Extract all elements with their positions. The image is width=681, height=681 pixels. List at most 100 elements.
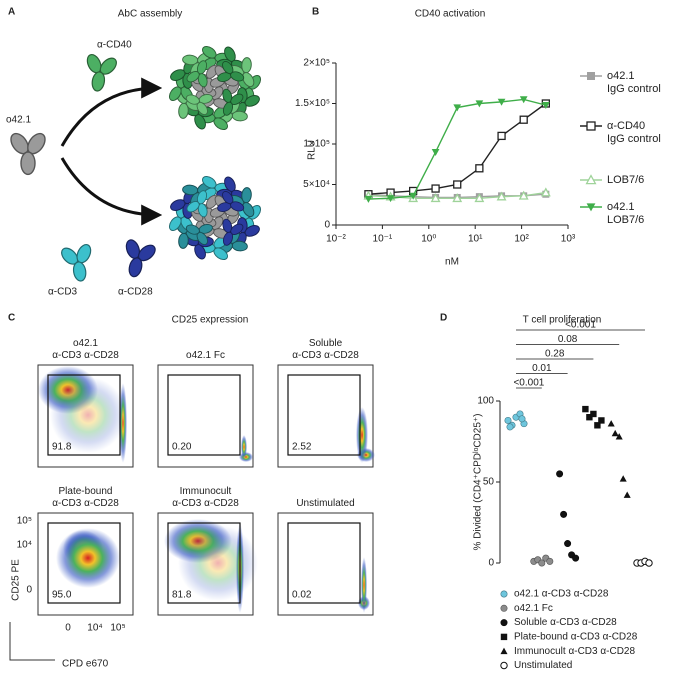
x-tick-label: 10² bbox=[514, 234, 529, 245]
marker bbox=[497, 131, 506, 141]
marker bbox=[474, 193, 485, 203]
legend-label: Soluble α-CD3 α-CD28 bbox=[514, 617, 617, 628]
legend-marker bbox=[500, 604, 508, 612]
antibody bbox=[217, 61, 245, 83]
antibody-label: α-CD28 bbox=[118, 287, 153, 298]
legend-label: Immunocult α-CD3 α-CD28 bbox=[514, 646, 635, 657]
marker bbox=[518, 415, 526, 423]
marker bbox=[452, 193, 463, 203]
marker bbox=[497, 98, 506, 106]
x-axis-label: nM bbox=[445, 257, 459, 268]
gate bbox=[167, 374, 241, 456]
marker bbox=[538, 559, 546, 567]
legend-marker bbox=[500, 633, 508, 641]
marker bbox=[598, 417, 605, 424]
marker bbox=[585, 174, 597, 185]
antibody-domain bbox=[182, 184, 199, 196]
gate-value: 91.8 bbox=[52, 442, 72, 453]
antibody bbox=[86, 53, 117, 92]
marker bbox=[572, 554, 580, 562]
flow-plot bbox=[157, 364, 254, 468]
x-tick-label: 0 bbox=[65, 623, 71, 634]
marker bbox=[594, 422, 601, 429]
marker bbox=[496, 191, 507, 201]
antibody bbox=[186, 190, 208, 218]
marker bbox=[541, 101, 550, 109]
marker bbox=[453, 180, 462, 189]
gate-value: 81.8 bbox=[172, 590, 192, 601]
marker bbox=[560, 510, 568, 518]
y-tick-label: 10⁴ bbox=[17, 540, 32, 551]
marker bbox=[586, 121, 596, 131]
marker bbox=[619, 475, 627, 482]
gate-value: 0.20 bbox=[172, 442, 192, 453]
antibody bbox=[125, 239, 156, 278]
y-tick-label: 0 bbox=[26, 585, 32, 596]
y-tick-label: 0 bbox=[324, 220, 330, 231]
marker bbox=[500, 647, 508, 655]
antibody-domain bbox=[242, 72, 255, 88]
antibody-label: α-CD3 bbox=[48, 287, 78, 298]
marker bbox=[615, 433, 623, 440]
antibody-domain bbox=[241, 57, 252, 74]
antibody-domain bbox=[128, 257, 143, 278]
marker bbox=[556, 470, 564, 478]
marker bbox=[506, 423, 514, 431]
plot-label: Soluble α-CD3 α-CD28 bbox=[292, 338, 359, 361]
marker bbox=[431, 184, 440, 193]
density bbox=[178, 525, 258, 601]
marker bbox=[504, 416, 512, 424]
x-tick-label: 10⁻² bbox=[326, 234, 346, 245]
legend-label: Plate-bound α-CD3 α-CD28 bbox=[514, 632, 638, 643]
legend-marker bbox=[587, 72, 595, 80]
y-axis-label: CD25 PE bbox=[11, 559, 22, 601]
marker bbox=[540, 187, 551, 197]
x-axis-label: CPD e670 bbox=[62, 659, 109, 670]
density bbox=[361, 557, 367, 613]
legend-marker bbox=[500, 619, 508, 627]
y-tick-label: 10⁵ bbox=[17, 516, 32, 527]
legend-marker bbox=[500, 647, 508, 655]
plot-label: Plate-bound α-CD3 α-CD28 bbox=[52, 486, 119, 509]
marker bbox=[586, 414, 593, 421]
density bbox=[356, 407, 368, 463]
y-axis-label: RLU bbox=[307, 140, 318, 160]
y-tick-label: 100 bbox=[477, 396, 494, 407]
antibody-domain bbox=[230, 201, 245, 212]
marker bbox=[564, 540, 572, 548]
p-value: 0.28 bbox=[545, 349, 565, 360]
legend-marker bbox=[586, 203, 596, 212]
p-value: <0.001 bbox=[513, 378, 544, 389]
chart-title: CD40 activation bbox=[415, 9, 486, 20]
marker bbox=[500, 661, 508, 670]
antibody bbox=[222, 88, 244, 116]
marker bbox=[645, 559, 653, 567]
legend-label: o42.1 IgG control bbox=[607, 70, 661, 95]
gate bbox=[47, 522, 121, 604]
y-tick-label: 5×10⁴ bbox=[303, 179, 330, 190]
flow-plot bbox=[277, 512, 374, 616]
antibody-domain bbox=[222, 101, 234, 116]
antibody-domain bbox=[241, 187, 252, 204]
marker bbox=[364, 195, 373, 203]
marker bbox=[431, 148, 440, 156]
antibody-domain bbox=[222, 231, 234, 246]
antibody-domain bbox=[231, 240, 248, 252]
panel-label: A bbox=[8, 7, 15, 18]
gate bbox=[287, 374, 361, 456]
antibody-label: α-CD40 bbox=[97, 40, 132, 51]
y-tick-label: 1×10⁵ bbox=[303, 139, 330, 150]
x-tick-label: 10¹ bbox=[468, 234, 483, 245]
marker bbox=[500, 604, 508, 612]
legend-label: o42.1 LOB7/6 bbox=[607, 201, 645, 226]
density bbox=[50, 377, 126, 453]
antibody-domain bbox=[72, 261, 87, 282]
p-value: <0.001 bbox=[565, 320, 596, 331]
legend-marker bbox=[585, 174, 597, 185]
panel-title: CD25 expression bbox=[172, 315, 249, 326]
antibody-domain bbox=[20, 151, 36, 176]
y-tick-label: 2×10⁵ bbox=[303, 58, 330, 69]
legend-marker bbox=[586, 121, 596, 131]
antibody-domain bbox=[178, 102, 189, 119]
plot-label: o42.1 Fc bbox=[186, 350, 225, 361]
